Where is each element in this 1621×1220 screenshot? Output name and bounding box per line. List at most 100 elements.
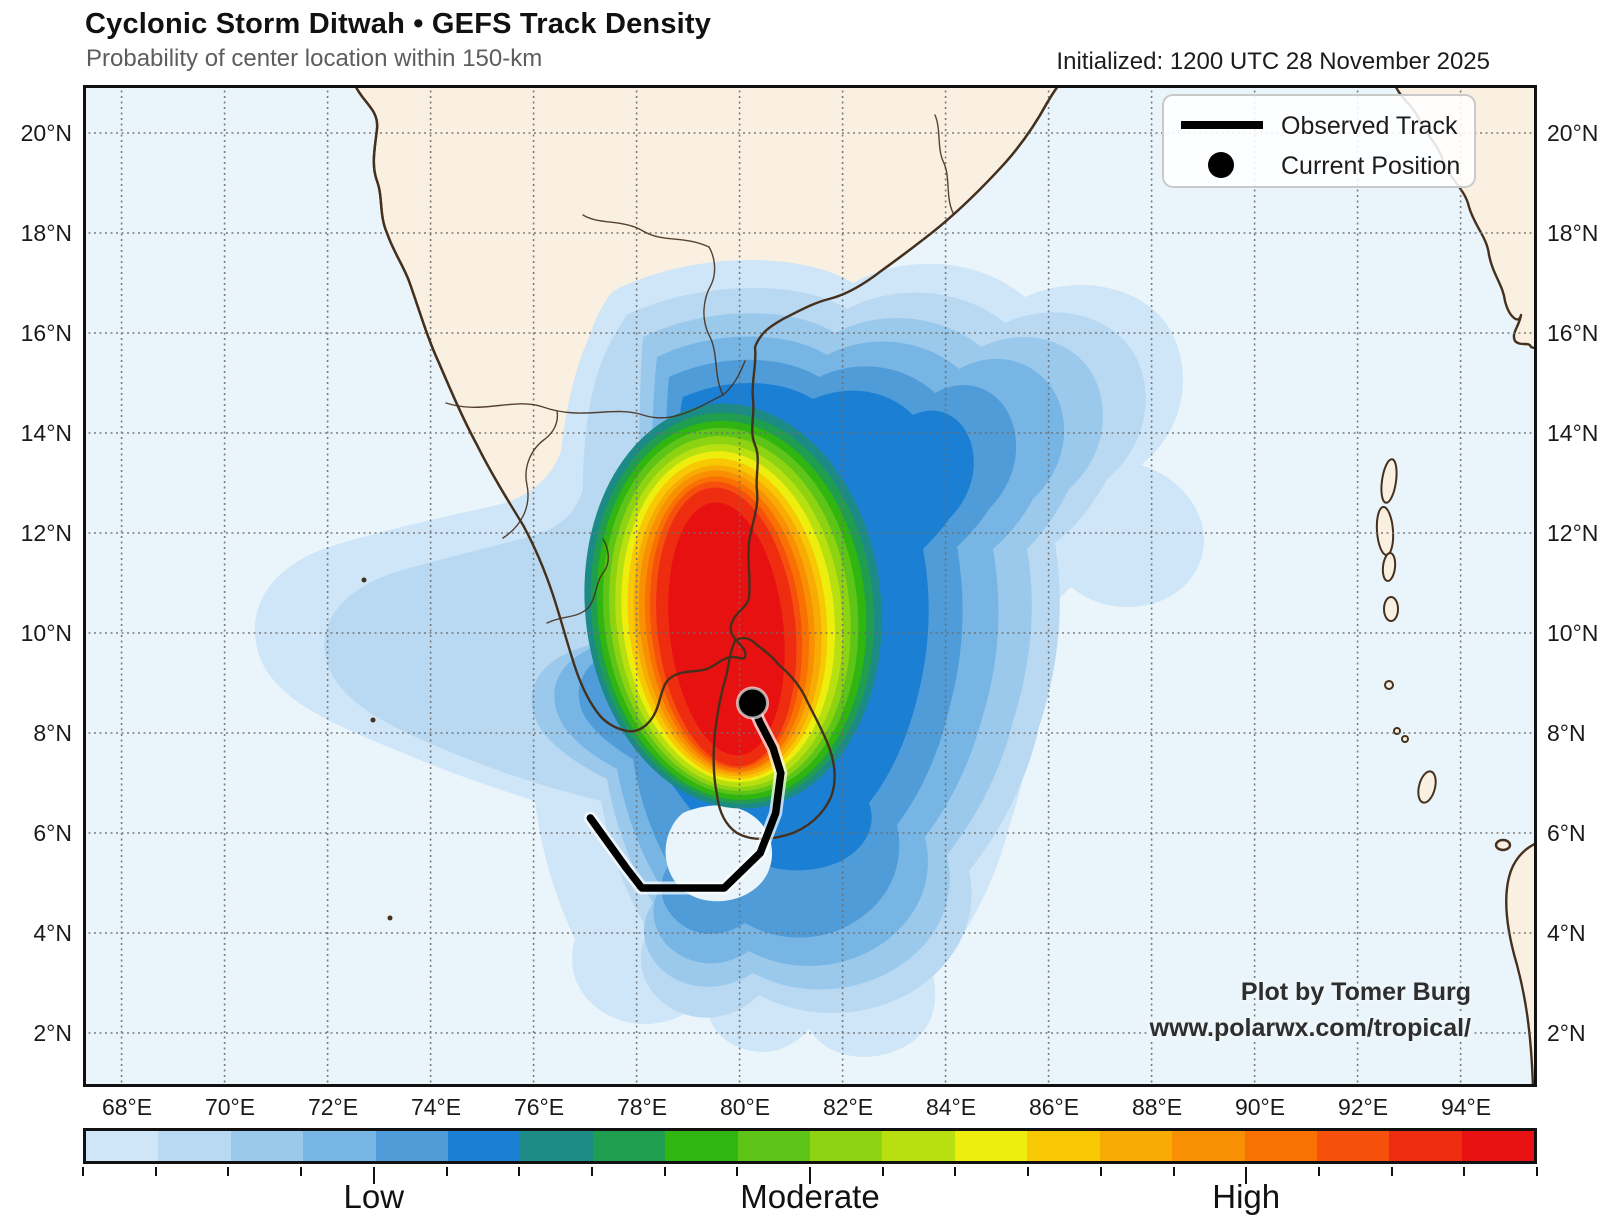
y-tick-label: 8°N [1547,720,1586,746]
colorbar-segment [1316,1131,1390,1161]
colorbar-segment [1389,1131,1462,1161]
x-tick-label: 92°E [1337,1094,1389,1120]
colorbar-tick [663,1167,666,1176]
legend-current-position-label: Current Position [1281,152,1460,180]
y-tick-label: 8°N [33,720,72,746]
legend-observed-track-label: Observed Track [1281,112,1458,140]
colorbar-tick [82,1167,84,1176]
x-tick-label: 86°E [1028,1094,1080,1120]
y-tick-label: 16°N [1547,320,1599,346]
colorbar-segment [303,1131,376,1161]
colorbar-segment [1172,1131,1245,1161]
x-tick-label: 68°E [101,1094,153,1120]
colorbar-segment [1244,1131,1317,1161]
colorbar-tick [1099,1167,1102,1176]
colorbar-tick [445,1167,448,1176]
x-tick-label: 76°E [513,1094,565,1120]
colorbar-segment [810,1131,883,1161]
colorbar-tick [809,1167,811,1184]
page-subtitle: Probability of center location within 15… [86,45,543,72]
y-tick-label: 2°N [1547,1020,1586,1046]
colorbar-tick [227,1167,230,1176]
colorbar-tick [1536,1167,1538,1176]
colorbar-label-low: Low [343,1178,405,1215]
colorbar-segment [592,1131,666,1161]
y-tick-label: 6°N [33,820,72,846]
colorbar-tick [300,1167,303,1176]
y-tick-label: 16°N [20,320,72,346]
state-borders [445,114,954,624]
sri-lanka-coastline [712,636,836,841]
current-position-marker [736,686,769,720]
y-tick-label: 14°N [1547,420,1599,446]
colorbar-tick [372,1167,375,1184]
y-tick-label: 18°N [20,220,72,246]
colorbar-tick [518,1167,521,1176]
y-tick-label: 14°N [20,420,72,446]
map-canvas: Plot by Tomer Burg www.polarwx.com/tropi… [83,83,1539,1089]
colorbar-tick [1172,1167,1175,1176]
colorbar [83,1128,1537,1164]
page-title: Cyclonic Storm Ditwah • GEFS Track Densi… [85,8,712,40]
legend: Observed Track Current Position [1162,94,1476,188]
colorbar-tick [1317,1167,1320,1176]
colorbar-label-high: High [1212,1178,1281,1215]
y-tick-label: 12°N [20,520,72,546]
plot-frame [83,85,1537,1087]
x-tick-label: 78°E [616,1094,668,1120]
colorbar-segment [520,1131,593,1161]
colorbar-tick [954,1167,957,1176]
legend-box [1162,94,1476,188]
colorbar-ticks [82,1167,1538,1185]
y-tick-label: 10°N [20,620,72,646]
y-tick-label: 12°N [1547,520,1599,546]
colorbar-tick [736,1167,739,1176]
island-specks [361,577,393,921]
colorbar-tick [1245,1167,1248,1184]
andaman-nicobar-islands [1375,458,1437,804]
attribution-author: Plot by Tomer Burg [1241,978,1471,1006]
colorbar-tick [1390,1167,1393,1176]
x-tick-label: 88°E [1131,1094,1183,1120]
y-tick-label: 20°N [20,120,72,146]
colorbar-labels: Low Moderate High [83,1178,1537,1218]
x-tick-label: 84°E [925,1094,977,1120]
y-tick-label: 10°N [1547,620,1599,646]
colorbar-tick [1463,1167,1466,1176]
graticule [83,85,1537,1087]
y-tick-label: 4°N [33,920,72,946]
observed-track-line [586,701,785,892]
colorbar-segment [375,1131,449,1161]
colorbar-label-moderate: Moderate [740,1178,880,1215]
land-sumatra [1504,841,1539,1089]
attribution-url: www.polarwx.com/tropical/ [1149,1014,1471,1042]
colorbar-segment [665,1131,738,1161]
colorbar-segment [86,1131,159,1161]
y-tick-label: 20°N [1547,120,1599,146]
density-rings [584,403,882,809]
x-tick-label: 70°E [204,1094,256,1120]
colorbar-segment [158,1131,231,1161]
colorbar-segment [230,1131,304,1161]
x-tick-label: 94°E [1440,1094,1492,1120]
init-timestamp: Initialized: 1200 UTC 28 November 2025 [1056,48,1490,75]
colorbar-segment [882,1131,955,1161]
colorbar-segment [448,1131,521,1161]
colorbar-tick [881,1167,884,1176]
borders-overlay [353,83,1061,921]
y-tick-label: 4°N [1547,920,1586,946]
x-tick-label: 80°E [719,1094,771,1120]
colorbar-tick [1027,1167,1030,1176]
colorbar-tick [590,1167,593,1176]
x-tick-label: 90°E [1234,1094,1286,1120]
x-tick-label: 74°E [410,1094,462,1120]
y-tick-label: 18°N [1547,220,1599,246]
y-tick-label: 6°N [1547,820,1586,846]
density-gap [665,805,773,902]
island [1494,838,1512,852]
observed-track [583,686,788,895]
colorbar-segment [1027,1131,1100,1161]
colorbar-segment [954,1131,1028,1161]
y-tick-label: 2°N [33,1020,72,1046]
